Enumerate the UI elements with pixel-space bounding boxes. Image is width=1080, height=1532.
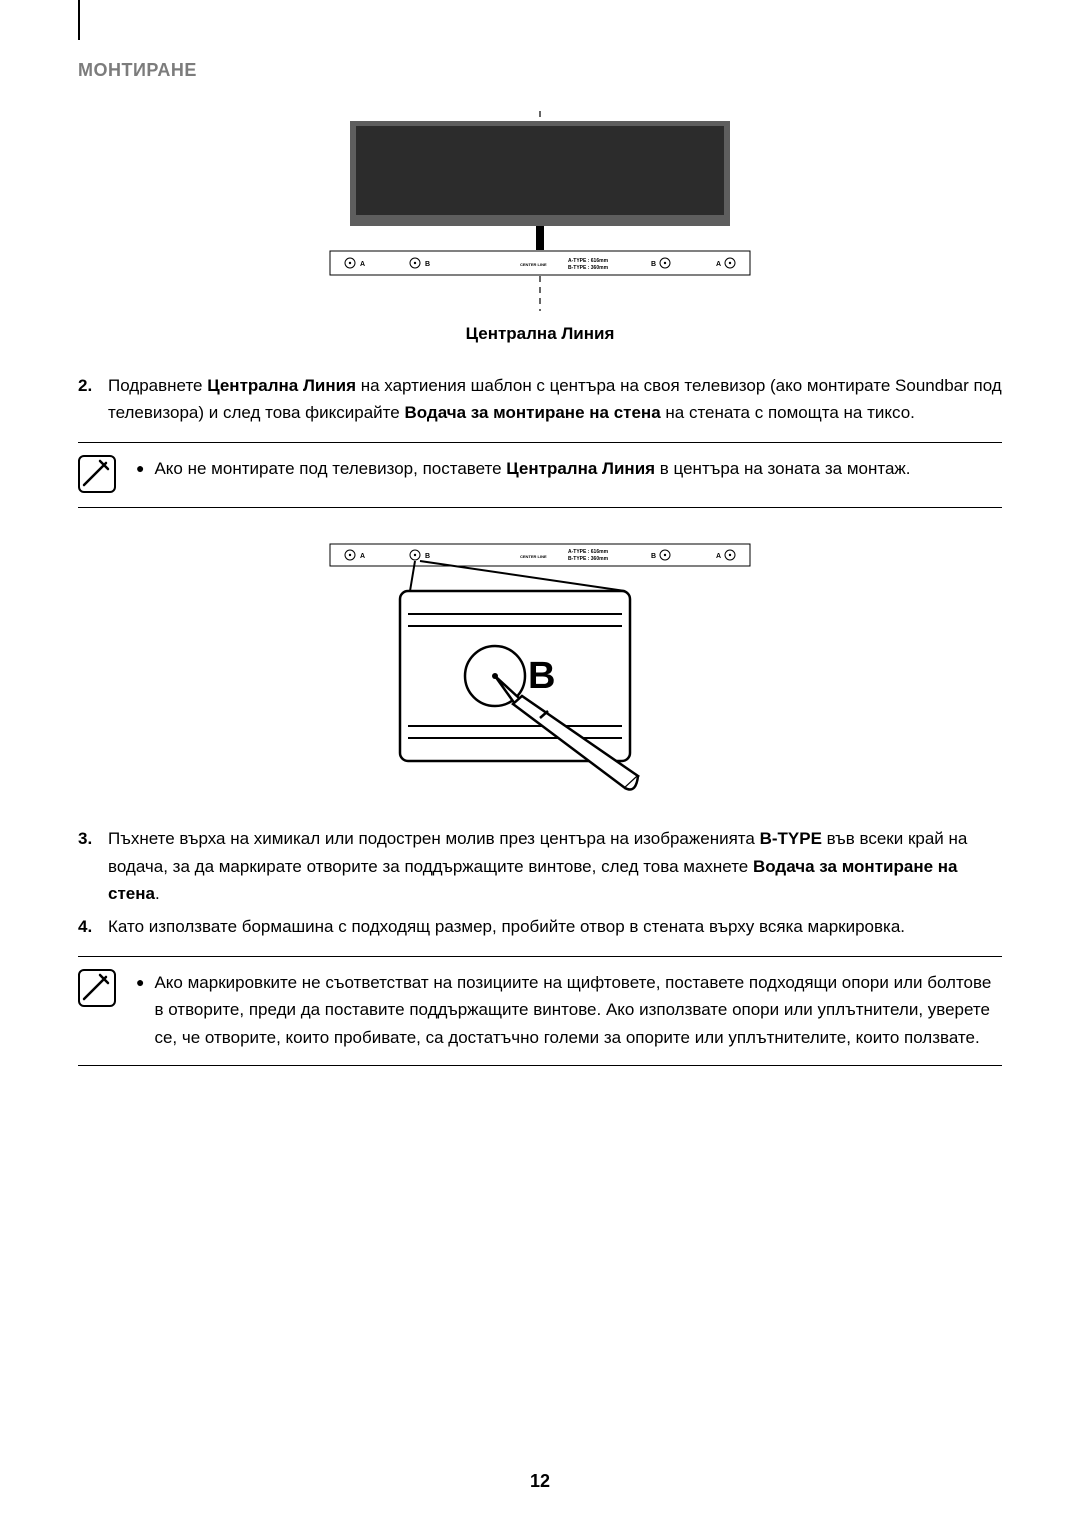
step-4-text: Като използвате бормашина с подходящ раз…	[108, 913, 1002, 940]
step-3-number: 3.	[78, 825, 108, 907]
bullet-icon: ●	[136, 969, 144, 1051]
svg-text:A-TYPE : 616mm: A-TYPE : 616mm	[568, 258, 609, 264]
note-1-text: ● Ако не монтирате под телевизор, постав…	[136, 455, 1002, 493]
page-content: МОНТИРАНЕ A B CENTER LINE A-TYPE : 616mm…	[0, 0, 1080, 1134]
svg-text:B: B	[528, 655, 555, 697]
svg-text:A: A	[360, 261, 365, 268]
svg-text:B-TYPE : 360mm: B-TYPE : 360mm	[568, 556, 609, 562]
figure-marking: A B CENTER LINE A-TYPE : 616mm B-TYPE : …	[78, 536, 1002, 801]
svg-text:B: B	[651, 261, 656, 268]
note-2: ● Ако маркировките не съответстват на по…	[78, 956, 1002, 1066]
svg-text:A: A	[716, 261, 721, 268]
bullet-icon: ●	[136, 455, 144, 482]
figure1-caption: Централна Линия	[78, 324, 1002, 344]
note-2-text: ● Ако маркировките не съответстват на по…	[136, 969, 1002, 1051]
svg-text:B: B	[425, 553, 430, 560]
figure-tv-guide: A B CENTER LINE A-TYPE : 616mm B-TYPE : …	[78, 111, 1002, 344]
svg-text:CENTER LINE: CENTER LINE	[520, 262, 547, 267]
step-2-text: Подравнете Централна Линия на хартиения …	[108, 372, 1002, 426]
note-icon	[78, 969, 116, 1007]
svg-text:B: B	[651, 553, 656, 560]
note-icon	[78, 455, 116, 493]
bleed-mark	[78, 0, 80, 40]
note-1: ● Ако не монтирате под телевизор, постав…	[78, 442, 1002, 508]
svg-text:CENTER LINE: CENTER LINE	[520, 554, 547, 559]
svg-text:B-TYPE : 360mm: B-TYPE : 360mm	[568, 265, 609, 271]
svg-text:A-TYPE : 616mm: A-TYPE : 616mm	[568, 549, 609, 555]
page-number: 12	[0, 1471, 1080, 1492]
step-4-number: 4.	[78, 913, 108, 940]
svg-text:B: B	[425, 261, 430, 268]
step-2-number: 2.	[78, 372, 108, 426]
step-3-text: Пъхнете върха на химикал или подострен м…	[108, 825, 1002, 907]
section-title: МОНТИРАНЕ	[78, 60, 1002, 81]
svg-text:A: A	[360, 553, 365, 560]
steps-3-4: 3. Пъхнете върха на химикал или подостре…	[78, 825, 1002, 940]
step-2: 2. Подравнете Централна Линия на хартиен…	[78, 372, 1002, 426]
svg-text:A: A	[716, 553, 721, 560]
